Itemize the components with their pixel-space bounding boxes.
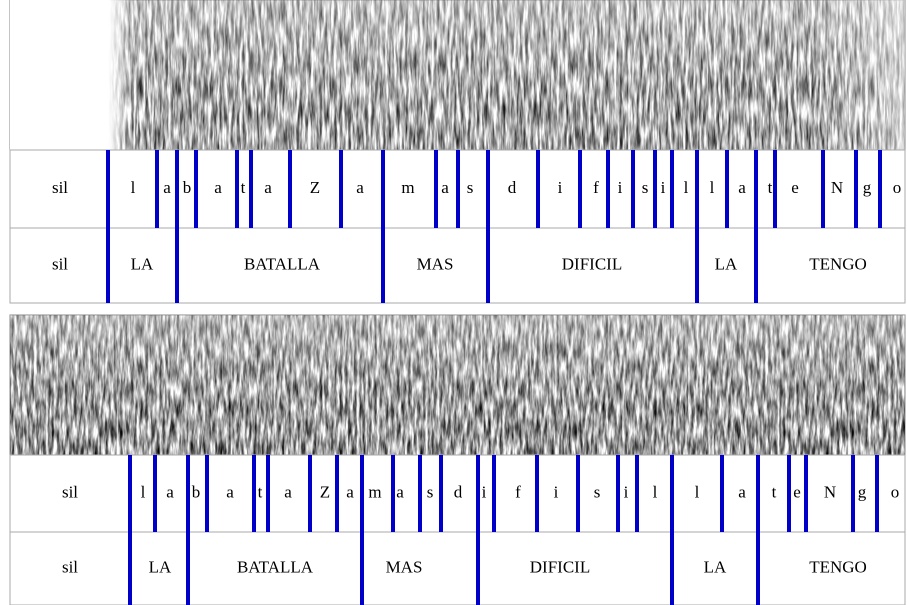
phoneme-label: t [241,178,246,197]
phoneme-label: l [684,178,689,197]
phoneme-label: a [346,482,354,501]
phoneme-label: o [891,482,900,501]
phoneme-label: o [893,178,902,197]
phoneme-label: a [396,482,404,501]
phoneme-label: l [695,482,700,501]
phoneme-label: g [863,178,872,197]
phoneme-label: s [427,482,434,501]
phoneme-label: a [214,178,222,197]
phoneme-label: sil [52,178,68,197]
phoneme-label: a [163,178,171,197]
phoneme-label: e [791,178,799,197]
phoneme-label: i [618,178,623,197]
word-label: LA [131,254,154,273]
phoneme-label: a [284,482,292,501]
phoneme-label: b [192,482,201,501]
phoneme-label: Z [320,482,330,501]
word-label: DIFICIL [562,254,622,273]
word-label: MAS [386,557,423,576]
phoneme-label: N [824,482,836,501]
phoneme-label: s [467,178,474,197]
word-label: MAS [417,254,454,273]
spectrogram-shade [10,315,905,455]
phoneme-label: f [515,482,521,501]
phoneme-label: N [831,178,843,197]
phoneme-label: i [482,482,487,501]
phoneme-label: t [772,482,777,501]
phoneme-label: i [624,482,629,501]
phoneme-label: b [183,178,192,197]
phoneme-label: i [661,178,666,197]
word-label: sil [52,254,68,273]
phoneme-label: l [710,178,715,197]
phoneme-label: a [738,482,746,501]
phoneme-label: m [401,178,414,197]
phoneme-label: a [356,178,364,197]
phoneme-label: l [131,178,136,197]
phoneme-label: s [642,178,649,197]
panel-1 [9,0,906,304]
phoneme-label: a [738,178,746,197]
word-label: LA [149,557,172,576]
phoneme-label: g [858,482,867,501]
word-label: DIFICIL [530,557,590,576]
phoneme-label: a [441,178,449,197]
phoneme-label: f [593,178,599,197]
phoneme-label: i [558,178,563,197]
word-label: sil [62,557,78,576]
phoneme-label: l [653,482,658,501]
panel-2 [9,314,906,605]
phoneme-label: t [768,178,773,197]
phoneme-label: Z [310,178,320,197]
word-label: LA [715,254,738,273]
phoneme-label: l [141,482,146,501]
phoneme-label: d [508,178,517,197]
phoneme-label: a [226,482,234,501]
phoneme-label: e [793,482,801,501]
phoneme-label: i [554,482,559,501]
phoneme-tier [9,454,906,533]
word-tier [9,531,906,605]
word-label: BATALLA [244,254,321,273]
word-label: TENGO [809,557,867,576]
phoneme-label: m [368,482,381,501]
spectrogram-silence [10,0,905,150]
phoneme-label: a [166,482,174,501]
phoneme-label: a [264,178,272,197]
phoneme-label: d [454,482,463,501]
word-label: TENGO [809,254,867,273]
phoneme-label: s [594,482,601,501]
phoneme-label: sil [62,482,78,501]
phoneme-label: t [258,482,263,501]
word-label: BATALLA [237,557,314,576]
word-label: LA [704,557,727,576]
